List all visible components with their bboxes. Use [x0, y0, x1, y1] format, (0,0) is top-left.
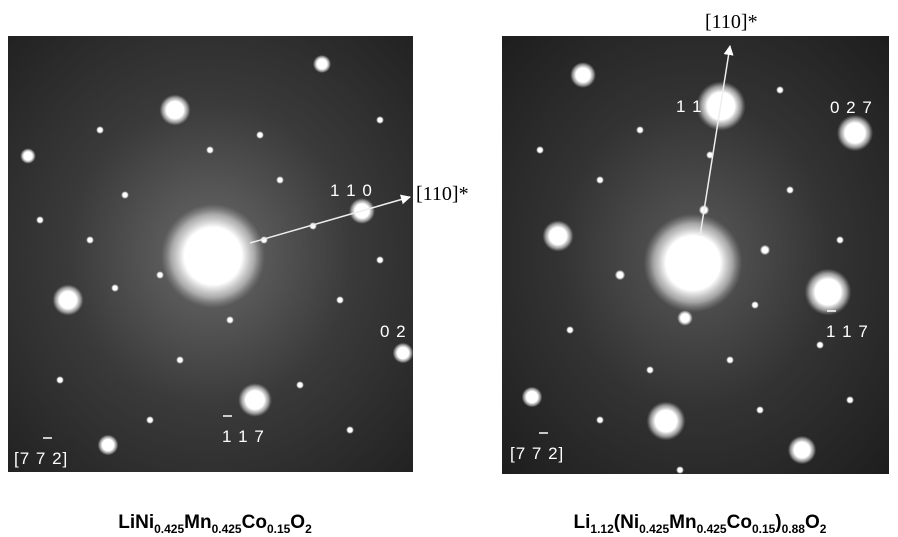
- diffraction-spot: [776, 86, 784, 94]
- diffraction-spot: [226, 316, 234, 324]
- caption-text: (Ni: [614, 512, 639, 533]
- caption-subscript: 0.88: [782, 522, 806, 536]
- diffraction-spot: [536, 146, 544, 154]
- diffraction-spot: [522, 387, 543, 408]
- diffraction-spot: [676, 466, 684, 474]
- caption-text: Co: [727, 512, 752, 533]
- caption-subscript: 1.12: [590, 522, 614, 536]
- diffraction-spot: [20, 148, 36, 164]
- diffraction-spot: [751, 301, 759, 309]
- diffraction-spot: [636, 126, 644, 134]
- diffraction-spot: [376, 116, 384, 124]
- spot-label: 1 1 7: [222, 427, 265, 446]
- caption-text: O: [290, 512, 305, 533]
- caption: LiNi0.425Mn0.425Co0.15O2: [118, 512, 312, 536]
- diffraction-spot: [646, 366, 654, 374]
- diffraction-spot: [726, 356, 734, 364]
- diffraction-spot: [786, 186, 794, 194]
- spot-label: 1 1 0: [330, 181, 373, 200]
- spot-label: 0 2 7: [830, 98, 873, 117]
- figure: [110]* 1 1 0 0 2 7 1 1 7 [7 7 2] LiNi0.4…: [0, 0, 898, 537]
- spot-label: 0 2 7: [380, 322, 423, 341]
- diffraction-spot: [760, 245, 770, 255]
- diffraction-spot: [756, 406, 764, 414]
- diffraction-spot: [837, 115, 873, 151]
- diffraction-spot: [336, 296, 344, 304]
- diffraction-spot: [805, 269, 852, 316]
- diffraction-spot: [276, 176, 284, 184]
- diffraction-spot: [96, 126, 104, 134]
- direction-label: [110]*: [705, 11, 758, 33]
- diffraction-spot: [816, 341, 824, 349]
- diffraction-spot: [346, 426, 354, 434]
- spot-label: 1 1 7: [826, 322, 869, 341]
- diffraction-spot: [36, 216, 44, 224]
- diffraction-spot: [570, 62, 596, 88]
- diffraction-spot: [846, 396, 854, 404]
- caption-subscript: 0.15: [267, 522, 291, 536]
- diffraction-spot: [393, 343, 414, 364]
- diffraction-spot: [677, 310, 693, 326]
- caption-subscript: 0.425: [639, 522, 669, 536]
- caption-text: LiNi: [118, 512, 154, 533]
- caption-text: Co: [242, 512, 267, 533]
- diffraction-spot: [56, 376, 64, 384]
- diffraction-spot: [596, 176, 604, 184]
- caption-subscript: 0.425: [697, 522, 727, 536]
- caption-subscript: 0.425: [212, 522, 242, 536]
- panel-right: [110]* 1 1 0 0 2 7 1 1 7 [7 7 2] Li1.12(…: [502, 11, 889, 536]
- caption-subscript: 2: [820, 522, 827, 536]
- caption-subscript: 0.15: [752, 522, 776, 536]
- caption-text: O: [805, 512, 820, 533]
- zone-axis: [7 7 2]: [510, 444, 564, 463]
- diffraction-spot: [647, 402, 686, 441]
- diffraction-spot: [159, 94, 190, 125]
- diffraction-spot: [376, 256, 384, 264]
- diffraction-spot: [111, 284, 119, 292]
- diffraction-spot: [566, 326, 574, 334]
- diffraction-spot: [313, 55, 331, 73]
- diffraction-spot: [52, 284, 83, 315]
- panel-left: [110]* 1 1 0 0 2 7 1 1 7 [7 7 2] LiNi0.4…: [8, 36, 469, 536]
- caption-subscript: 2: [305, 522, 312, 536]
- diffraction-spot: [98, 435, 119, 456]
- diffraction-spot: [836, 236, 844, 244]
- caption-text: Mn: [184, 512, 211, 533]
- diffraction-spot: [296, 381, 304, 389]
- spot-label: 1 1 0: [676, 97, 719, 116]
- diffraction-spot: [615, 270, 625, 280]
- zone-axis: [7 7 2]: [14, 449, 68, 468]
- diffraction-spot: [176, 356, 184, 364]
- diffraction-spot: [86, 236, 94, 244]
- caption-text: Mn: [669, 512, 696, 533]
- caption-text: Li: [574, 512, 591, 533]
- diffraction-spot: [788, 436, 817, 465]
- diffraction-spot: [146, 416, 154, 424]
- diffraction-spot: [206, 146, 214, 154]
- caption-subscript: 0.425: [154, 522, 184, 536]
- diffraction-spot: [256, 131, 264, 139]
- caption: Li1.12(Ni0.425Mn0.425Co0.15)0.88O2: [574, 512, 827, 536]
- diffraction-spot: [644, 214, 743, 313]
- diffraction-spot: [156, 271, 164, 279]
- diffraction-spot: [542, 220, 573, 251]
- diffraction-spot: [596, 416, 604, 424]
- diffraction-spot: [121, 191, 129, 199]
- diffraction-spot: [238, 383, 272, 417]
- diffraction-spot: [161, 204, 265, 308]
- direction-label: [110]*: [416, 183, 469, 205]
